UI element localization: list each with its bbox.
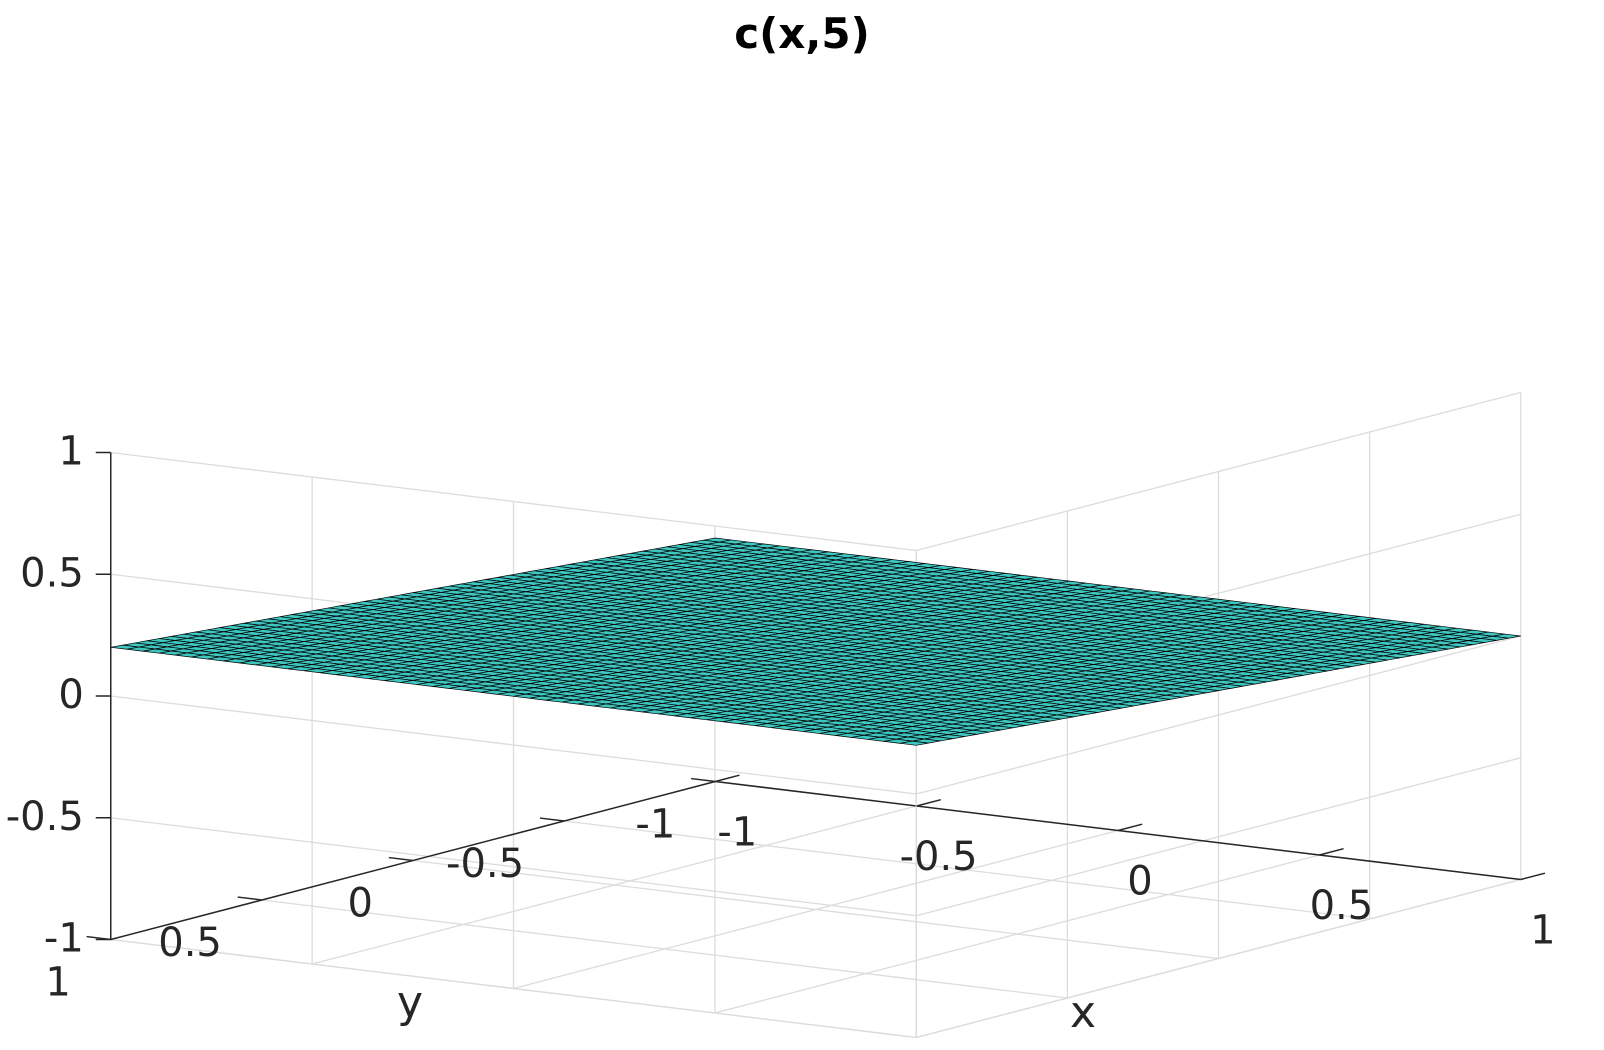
x-tick-mark — [1319, 847, 1344, 856]
x-tick-mark — [916, 798, 941, 807]
axes — [86, 451, 1546, 1038]
y-tick-mark — [237, 896, 262, 901]
wall-grid-z — [110, 451, 917, 552]
wall-grid-z — [110, 695, 917, 795]
y-tick-mark — [690, 777, 716, 783]
y-axis-label: y — [397, 977, 423, 1028]
wall-grid-z — [110, 817, 917, 917]
y-tick-label: 0 — [348, 881, 373, 927]
x-tick-label: 0.5 — [1310, 883, 1374, 929]
wall-grid-z2 — [916, 635, 1521, 795]
x-tick-label: -1 — [717, 810, 757, 856]
y-tick-label: 1 — [45, 960, 70, 1006]
z-tick-label: 1 — [58, 429, 83, 475]
tick-labels: -1-0.500.51-1-0.500.51-1-0.500.51 — [6, 429, 1556, 1006]
floor-grid-y — [564, 820, 1370, 920]
wall-grid-z2 — [916, 878, 1521, 1039]
floor-grid-y — [261, 899, 1068, 999]
wall-grid-z2 — [916, 757, 1521, 917]
y-tick-label: -1 — [635, 802, 675, 848]
z-tick-label: 0 — [58, 672, 83, 718]
x-tick-mark — [715, 774, 740, 783]
x-tick-mark — [1117, 823, 1143, 832]
x-tick-label: 0 — [1127, 859, 1152, 905]
y-tick-label: 0.5 — [158, 920, 222, 966]
x-axis-label: x — [1070, 987, 1096, 1038]
chart-title: c(x,5) — [734, 9, 870, 58]
y-tick-label: -0.5 — [446, 841, 524, 887]
z-tick-label: -0.5 — [6, 794, 84, 840]
surface-facet — [900, 740, 929, 746]
x-tick-label: 1 — [1530, 908, 1555, 954]
z-tick-label: 0.5 — [20, 550, 84, 596]
surface-mesh — [110, 537, 1521, 746]
wall-grid-z2 — [916, 391, 1521, 552]
y-tick-mark — [539, 817, 565, 822]
x-tick-label: -0.5 — [900, 834, 978, 880]
z-tick-label: -1 — [44, 916, 84, 962]
x-tick-mark — [1520, 872, 1546, 881]
floor-grid-y — [412, 859, 1219, 960]
y-tick-mark — [388, 856, 414, 862]
wall-grid-z — [110, 938, 917, 1039]
